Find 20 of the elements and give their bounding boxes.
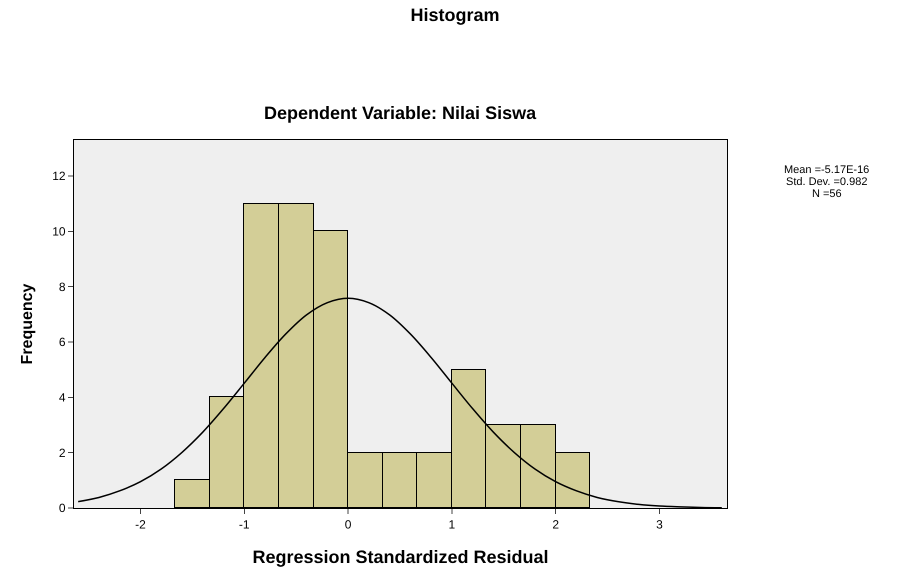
y-tick-label: 0 xyxy=(58,501,66,516)
x-tick-label: 1 xyxy=(448,517,456,532)
x-tick-label: 3 xyxy=(656,517,664,532)
chart-title: Histogram xyxy=(410,5,500,26)
y-tick-label: 8 xyxy=(58,280,66,294)
x-tick-label: 2 xyxy=(552,517,560,532)
y-axis-title: Frequency xyxy=(19,283,36,364)
chart-subtitle: Dependent Variable: Nilai Siswa xyxy=(264,103,538,123)
text: N =56 xyxy=(812,188,842,200)
text: Std. Dev. =0.982 xyxy=(786,176,868,188)
x-axis-title: Regression Standardized Residual xyxy=(252,547,549,567)
y-tick-label: 4 xyxy=(58,390,66,405)
text: Mean =-5.17E-16 xyxy=(784,164,870,176)
y-tick-label: 2 xyxy=(58,446,66,460)
x-tick-label: -2 xyxy=(135,517,146,532)
y-tick-label: 6 xyxy=(58,335,66,350)
x-tick-label: 0 xyxy=(344,517,352,532)
x-tick-label: -1 xyxy=(238,517,250,532)
y-tick-label: 10 xyxy=(52,224,66,239)
y-tick-label: 12 xyxy=(52,169,66,184)
